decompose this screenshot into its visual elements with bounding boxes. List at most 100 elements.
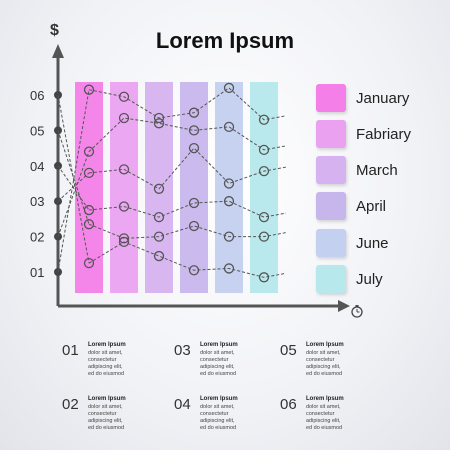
data-point <box>83 167 95 179</box>
info-title: Lorem Ipsum <box>88 342 126 348</box>
info-title: Lorem Ipsum <box>200 396 238 402</box>
legend-swatch <box>316 84 346 112</box>
data-point <box>83 84 95 95</box>
data-point <box>188 107 200 118</box>
data-point <box>223 178 235 189</box>
bar-march <box>145 82 173 293</box>
data-point <box>83 219 95 230</box>
info-body: dolor sit amet, consectetur adipiscing eli… <box>88 404 168 432</box>
legend-swatch <box>316 192 346 220</box>
legend-item: July <box>316 265 446 295</box>
bar-april <box>180 82 208 293</box>
info-body-line: adipiscing elit, <box>200 364 235 370</box>
series-line <box>88 87 287 121</box>
data-point <box>188 197 200 209</box>
page-title: Lorem Ipsum <box>155 28 295 53</box>
info-body-line: dolor sit amet, <box>88 404 123 410</box>
x-axis-arrow <box>338 300 350 312</box>
data-point <box>258 144 270 156</box>
info-body: dolor sit amet, consectetur adipiscing eli… <box>88 350 168 378</box>
y-tick-label: 04 <box>30 159 44 174</box>
legend-label: January <box>356 90 410 107</box>
data-point <box>258 272 270 283</box>
data-point <box>258 211 270 223</box>
info-body: dolor sit amet, consectetur adipiscing eli… <box>200 350 280 378</box>
y-tick-label: 03 <box>30 194 44 209</box>
data-point <box>118 236 130 248</box>
data-point <box>188 125 200 136</box>
y-tick-label: 06 <box>30 88 44 103</box>
info-body-line: consectetur <box>200 411 229 417</box>
data-point <box>188 142 200 154</box>
legend-label: Fabriary <box>356 126 412 143</box>
data-point <box>223 121 235 133</box>
info-body-line: dolor sit amet, <box>200 404 235 410</box>
info-body: dolor sit amet, consectetur adipiscing eli… <box>200 404 280 432</box>
info-body-line: ed do eiusmod <box>306 425 343 431</box>
data-point <box>223 263 235 274</box>
data-point <box>153 211 165 223</box>
series-line <box>88 200 287 218</box>
data-point <box>118 201 130 212</box>
legend-item: Fabriary <box>316 120 446 150</box>
series-line <box>88 117 287 153</box>
data-point <box>153 231 165 242</box>
y-tick-label: 01 <box>30 265 44 280</box>
info-body: dolor sit amet, consectetur adipiscing eli… <box>306 404 386 432</box>
data-point <box>118 112 130 124</box>
legend-item: January <box>316 84 446 114</box>
bar-july <box>250 82 278 293</box>
data-point <box>83 257 95 269</box>
data-point <box>258 165 270 177</box>
info-number: 06 <box>280 396 297 413</box>
info-number: 03 <box>174 342 191 359</box>
info-body-line: dolor sit amet, <box>306 350 341 356</box>
series-line <box>88 241 287 278</box>
axes-layer: 01 02 03 04 05 06 <box>30 44 363 318</box>
info-body-line: dolor sit amet, <box>88 350 123 356</box>
series-lead-in <box>57 94 90 264</box>
info-body-line: consectetur <box>88 411 117 417</box>
y-axis-arrow <box>52 44 64 58</box>
legend-swatch <box>316 120 346 148</box>
legend-item: March <box>316 156 446 186</box>
info-body-line: consectetur <box>306 411 335 417</box>
data-point <box>118 164 130 175</box>
points-layer <box>83 82 270 283</box>
data-point <box>223 82 235 94</box>
data-point <box>223 231 235 242</box>
info-title: Lorem Ipsum <box>306 396 344 402</box>
data-point <box>83 204 95 216</box>
data-point <box>153 183 165 194</box>
info-body-line: consectetur <box>200 357 229 363</box>
legend-label: March <box>356 162 398 179</box>
data-point <box>118 233 130 244</box>
bar-fabriary <box>110 82 138 293</box>
data-point <box>153 118 165 129</box>
y-tick-label: 02 <box>30 230 44 245</box>
bars-layer <box>75 82 278 293</box>
info-body-line: dolor sit amet, <box>306 404 341 410</box>
data-point <box>83 146 95 157</box>
data-point <box>188 220 200 232</box>
series-lead-in <box>57 151 90 237</box>
info-body-line: consectetur <box>306 357 335 363</box>
series-line <box>88 147 287 190</box>
series-lead-in <box>57 172 90 202</box>
info-body-line: adipiscing elit, <box>306 364 341 370</box>
info-body-line: ed do eiusmod <box>88 425 125 431</box>
info-title: Lorem Ipsum <box>88 396 126 402</box>
info-body-line: dolor sit amet, <box>200 350 235 356</box>
info-number: 01 <box>62 342 79 359</box>
info-block: 04 Lorem Ipsum dolor sit amet, consectetur a… <box>174 396 284 446</box>
data-point <box>118 91 130 102</box>
info-number: 05 <box>280 342 297 359</box>
info-body-line: adipiscing elit, <box>88 364 123 370</box>
series-lead-in <box>57 165 90 211</box>
info-block: 05 Lorem Ipsum dolor sit amet, consectetur a… <box>280 342 390 392</box>
info-body-line: ed do eiusmod <box>200 371 237 377</box>
info-number: 04 <box>174 396 191 413</box>
legend-label: July <box>356 271 383 288</box>
info-body-line: ed do eiusmod <box>88 371 125 377</box>
